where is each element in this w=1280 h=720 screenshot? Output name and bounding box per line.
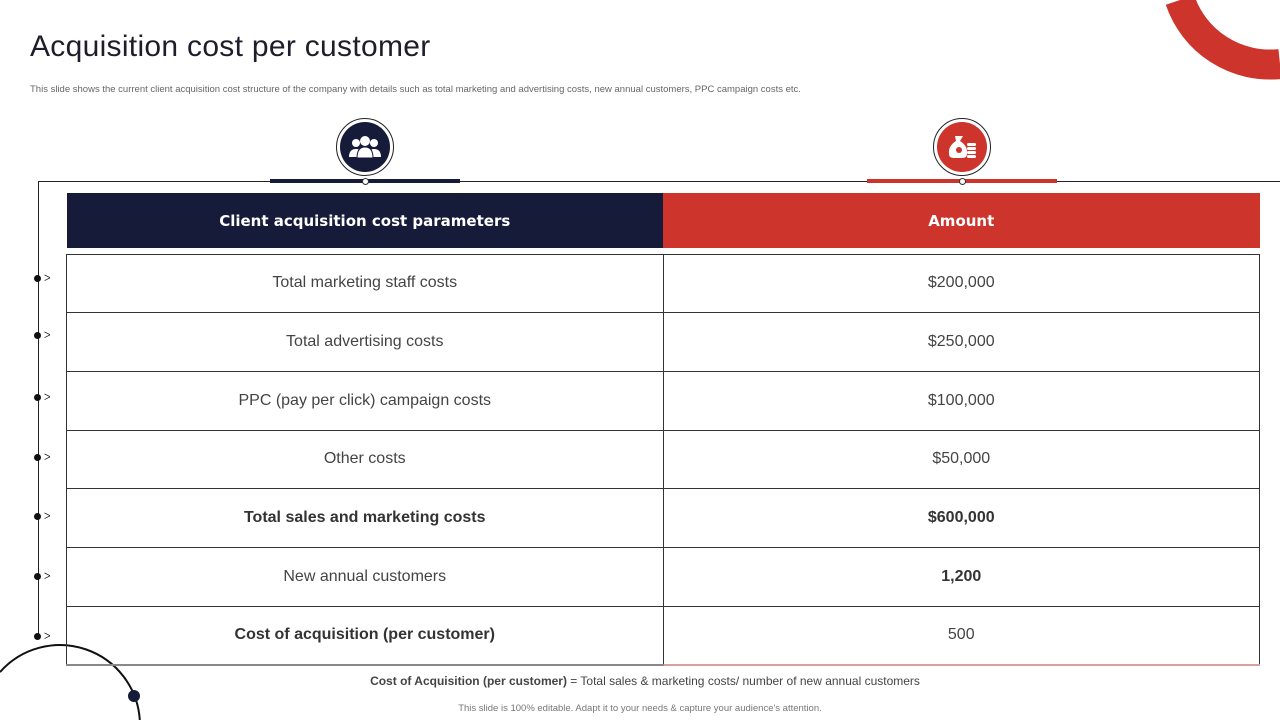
money-bag-coins-icon	[933, 118, 991, 176]
red-ring-decoration	[1165, 0, 1280, 80]
people-group-icon	[336, 118, 394, 176]
table-row: Total marketing staff costs $200,000	[66, 253, 1260, 314]
row-bullet: ᐳ	[34, 571, 51, 581]
footer-note: This slide is 100% editable. Adapt it to…	[458, 703, 822, 714]
table-row: PPC (pay per click) campaign costs $100,0…	[66, 370, 1260, 431]
amount-cell: 500	[662, 605, 1260, 666]
amount-cell: $100,000	[662, 370, 1260, 431]
amount-cell: 1,200	[662, 546, 1260, 607]
formula: Cost of Acquisition (per customer) = Tot…	[0, 674, 1280, 688]
table-row: Cost of acquisition (per customer) 500	[66, 605, 1260, 666]
param-cell: PPC (pay per click) campaign costs	[66, 370, 664, 431]
param-cell: Total advertising costs	[66, 312, 664, 372]
table-row: Other costs $50,000	[66, 429, 1260, 490]
row-bullet: ᐳ	[34, 273, 51, 283]
param-cell: New annual customers	[66, 546, 664, 607]
table-row: Total sales and marketing costs $600,000	[66, 488, 1260, 548]
cost-table: Client acquisition cost parameters Amoun…	[66, 193, 1260, 666]
amount-cell: $50,000	[662, 429, 1260, 490]
row-bullet: ᐳ	[34, 392, 51, 402]
amount-cell: $200,000	[662, 253, 1260, 314]
formula-label: Cost of Acquisition (per customer)	[370, 674, 567, 688]
row-bullet: ᐳ	[34, 631, 51, 641]
table-row: Total advertising costs $250,000	[66, 312, 1260, 372]
table-row: New annual customers 1,200	[66, 546, 1260, 607]
page-subtitle: This slide shows the current client acqu…	[30, 84, 801, 95]
timeline-line	[38, 181, 39, 637]
amount-cell: $600,000	[662, 488, 1260, 548]
formula-text: = Total sales & marketing costs/ number …	[566, 674, 920, 688]
divider-line	[38, 181, 1280, 182]
amount-cell: $250,000	[662, 312, 1260, 372]
param-cell: Cost of acquisition (per customer)	[66, 605, 664, 666]
param-cell: Total sales and marketing costs	[66, 488, 664, 548]
param-cell: Total marketing staff costs	[66, 253, 664, 314]
header-parameters: Client acquisition cost parameters	[66, 193, 663, 248]
knob	[362, 178, 369, 185]
header-amount: Amount	[663, 193, 1260, 248]
row-bullet: ᐳ	[34, 330, 51, 340]
page-title: Acquisition cost per customer	[30, 30, 431, 63]
knob	[959, 178, 966, 185]
row-bullet: ᐳ	[34, 511, 51, 521]
param-cell: Other costs	[66, 429, 664, 490]
row-bullet: ᐳ	[34, 452, 51, 462]
